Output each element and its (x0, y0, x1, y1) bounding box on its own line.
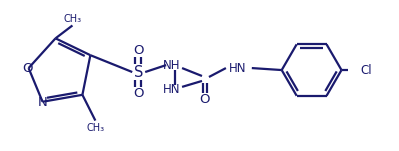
Text: NH: NH (163, 59, 181, 72)
Text: CH₃: CH₃ (63, 14, 81, 24)
Text: HN: HN (229, 62, 247, 75)
Text: N: N (38, 96, 47, 109)
Text: CH₃: CH₃ (86, 122, 105, 133)
Text: O: O (200, 93, 210, 106)
Text: O: O (22, 62, 33, 75)
Text: S: S (134, 64, 143, 80)
Text: HN: HN (163, 83, 181, 96)
Text: O: O (133, 44, 144, 57)
Text: Cl: Cl (360, 64, 372, 77)
Text: O: O (133, 87, 144, 100)
